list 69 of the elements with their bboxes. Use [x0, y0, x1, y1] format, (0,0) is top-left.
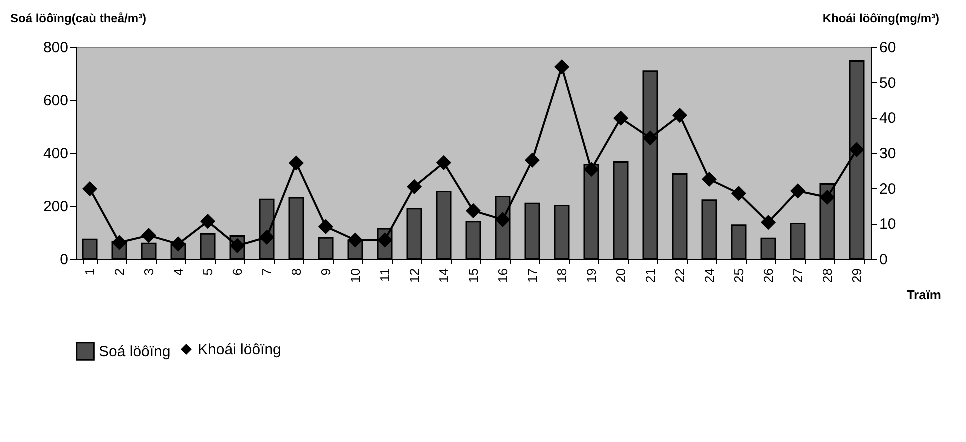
x-tick-label: 9 — [318, 268, 334, 276]
point — [525, 153, 540, 168]
point — [466, 204, 481, 218]
x-tick-label: 6 — [230, 268, 246, 276]
y2-tick-label: 10 — [880, 216, 896, 234]
legend-label: Soá löôïng — [99, 344, 171, 360]
y-tick-label: 600 — [43, 92, 68, 110]
x-tick-label: 26 — [760, 268, 776, 283]
point — [584, 162, 599, 177]
point — [112, 236, 127, 250]
x-axis-title: Traïm — [906, 288, 942, 302]
x-tick-label: 11 — [378, 268, 393, 282]
x-tick-label: 25 — [731, 268, 746, 283]
x-tick-label: 20 — [613, 268, 628, 283]
x-tick-label: 4 — [171, 268, 186, 276]
y2-tick-label: 40 — [880, 110, 896, 128]
x-tick-label: 8 — [289, 268, 304, 276]
y2-tick-label: 50 — [880, 74, 896, 92]
x-tick-label: 10 — [348, 268, 364, 283]
x-tick-label: 27 — [790, 268, 806, 283]
point — [643, 131, 658, 146]
x-tick-label: 12 — [407, 268, 422, 283]
point — [171, 237, 186, 252]
x-tick-label: 15 — [466, 268, 481, 283]
y-tick-label: 0 — [60, 252, 68, 268]
point — [348, 233, 363, 248]
y2-axis-title: Khoái löôïng(mg/m³) — [822, 12, 940, 26]
legend-label: Khoái löôïng — [198, 342, 282, 358]
point — [790, 184, 806, 198]
y2-tick-label: 0 — [880, 252, 888, 268]
x-tick-label: 22 — [672, 268, 688, 283]
x-tick-label: 14 — [436, 268, 452, 283]
y-tick-label: 800 — [43, 40, 68, 56]
point — [554, 60, 570, 74]
y-axis-title: Soá löôïng(caù theå/m³) — [10, 12, 147, 26]
x-tick-label: 17 — [525, 268, 540, 283]
x-tick-label: 1 — [82, 268, 98, 276]
point — [702, 172, 717, 187]
point — [496, 212, 510, 227]
x-tick-label: 16 — [496, 268, 510, 283]
point — [82, 182, 98, 196]
x-tick-label: 28 — [820, 268, 835, 283]
x-tick-label: 21 — [642, 268, 658, 283]
x-tick-label: 19 — [584, 268, 599, 283]
point — [436, 156, 452, 170]
point — [850, 142, 864, 157]
point — [260, 230, 274, 245]
x-tick-label: 2 — [112, 268, 128, 276]
point — [289, 156, 304, 170]
point — [318, 220, 334, 234]
x-tick-label: 3 — [142, 268, 157, 276]
y2-tick-label: 30 — [880, 146, 896, 162]
point — [614, 111, 628, 126]
point — [761, 215, 776, 230]
x-tick-label: 18 — [554, 268, 570, 283]
y2-tick-label: 20 — [880, 180, 896, 198]
x-tick-label: 7 — [260, 268, 275, 276]
y2-tick-label: 60 — [880, 40, 896, 56]
point — [142, 228, 156, 243]
y-tick-label: 400 — [43, 146, 68, 162]
point — [820, 190, 835, 205]
y-tick-label: 200 — [43, 198, 68, 216]
point — [200, 214, 216, 229]
point — [407, 180, 422, 194]
point — [672, 108, 688, 123]
x-tick-label: 24 — [702, 268, 717, 283]
point — [732, 186, 746, 201]
x-tick-label: 29 — [849, 268, 864, 283]
x-tick-label: 5 — [200, 268, 216, 276]
